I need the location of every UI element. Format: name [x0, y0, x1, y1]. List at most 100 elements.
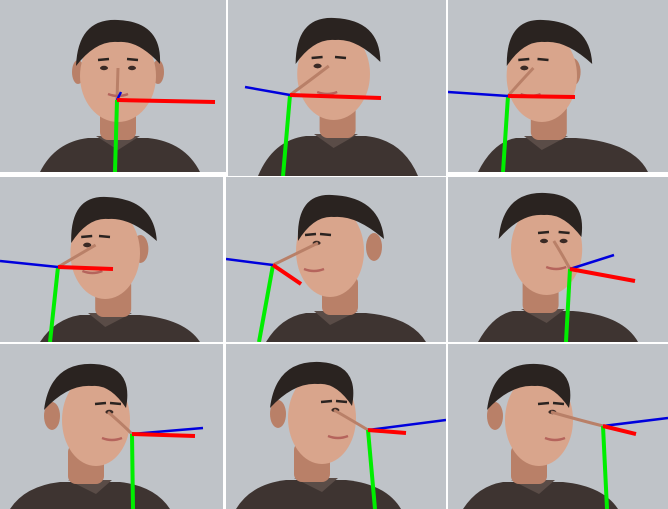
mouth	[327, 434, 349, 440]
eye-right	[559, 238, 568, 244]
hair	[44, 363, 128, 410]
brow	[552, 401, 565, 406]
mouth	[545, 265, 567, 271]
nose	[289, 64, 330, 97]
shirt	[40, 138, 200, 172]
face	[288, 372, 356, 464]
tile-strong-right-turn	[0, 177, 223, 342]
brow	[81, 234, 93, 239]
ear	[487, 402, 503, 430]
mouth	[316, 90, 338, 96]
pose-axis-y	[130, 433, 135, 509]
eye-left	[100, 65, 108, 71]
pose-axis-y	[113, 99, 119, 172]
pose-axis-y	[281, 94, 292, 176]
brow	[537, 401, 550, 406]
tile-left-profile-up	[448, 344, 668, 509]
pose-axis-z	[602, 416, 668, 428]
hair	[295, 17, 381, 64]
photo	[226, 344, 446, 509]
pose-axis-x	[131, 432, 196, 438]
photo	[0, 177, 223, 342]
brow	[518, 57, 530, 62]
shirt	[40, 315, 200, 342]
face	[506, 30, 577, 122]
eye-right	[520, 65, 529, 71]
brow	[335, 399, 348, 404]
tile-left-profile-tilted	[226, 344, 446, 509]
pose-axis-x	[271, 263, 303, 286]
eye-right	[313, 63, 322, 69]
brow	[126, 57, 139, 62]
brow	[558, 230, 570, 235]
pose-axis-z	[569, 253, 615, 271]
photo	[448, 344, 668, 509]
photo	[226, 177, 446, 342]
pose-axis-x	[569, 267, 636, 283]
hair	[487, 363, 571, 410]
face	[296, 205, 364, 297]
pose-axis-y	[501, 95, 510, 172]
pose-axis-x	[57, 265, 114, 271]
tile-frontal	[0, 0, 226, 172]
pose-axis-x	[602, 424, 637, 436]
tile-right-turn	[448, 0, 668, 172]
shirt	[478, 138, 648, 172]
nose	[333, 408, 369, 432]
nose	[552, 240, 572, 270]
brow	[304, 232, 317, 237]
mouth	[81, 269, 103, 275]
shirt	[463, 482, 618, 509]
pose-axis-x	[507, 94, 576, 99]
face	[62, 374, 130, 466]
hair	[76, 19, 161, 66]
eye-right	[83, 242, 92, 248]
brow	[537, 230, 550, 235]
photo	[0, 344, 223, 509]
pose-axis-y	[257, 264, 275, 342]
brow	[320, 399, 333, 404]
tile-right-profile	[226, 177, 446, 342]
shirt	[478, 311, 638, 342]
pose-axis-x	[289, 93, 382, 100]
tile-left-profile	[0, 344, 223, 509]
face	[70, 207, 140, 299]
pose-axis-x	[116, 98, 216, 104]
tile-left-turn	[448, 177, 668, 342]
photo	[0, 0, 226, 172]
brow	[94, 401, 107, 406]
photo	[228, 0, 446, 176]
pose-axis-z	[448, 90, 509, 98]
mouth	[101, 436, 123, 442]
pose-axis-y	[601, 425, 609, 509]
photo	[448, 177, 668, 342]
shirt	[258, 136, 418, 176]
brow	[311, 55, 323, 60]
nose	[506, 66, 535, 97]
hair	[297, 194, 384, 241]
shirt	[10, 482, 170, 509]
eye-left	[540, 238, 548, 244]
mouth	[544, 436, 566, 442]
brow	[537, 57, 549, 62]
eye-right	[128, 65, 136, 71]
nose	[272, 241, 319, 267]
face	[511, 203, 583, 295]
nose	[550, 410, 604, 428]
pose-axis-y	[48, 266, 60, 342]
brow	[109, 401, 122, 406]
hair	[71, 196, 157, 243]
photo	[448, 0, 668, 172]
ear	[270, 400, 286, 428]
mouth	[303, 267, 325, 273]
face	[505, 374, 573, 466]
brow	[97, 57, 110, 62]
pose-axis-z	[0, 259, 59, 269]
ear	[366, 233, 382, 261]
pose-axis-x	[367, 428, 407, 435]
hair	[506, 19, 593, 66]
brow	[334, 55, 347, 60]
pose-axis-z	[244, 85, 291, 97]
hair	[498, 192, 583, 239]
